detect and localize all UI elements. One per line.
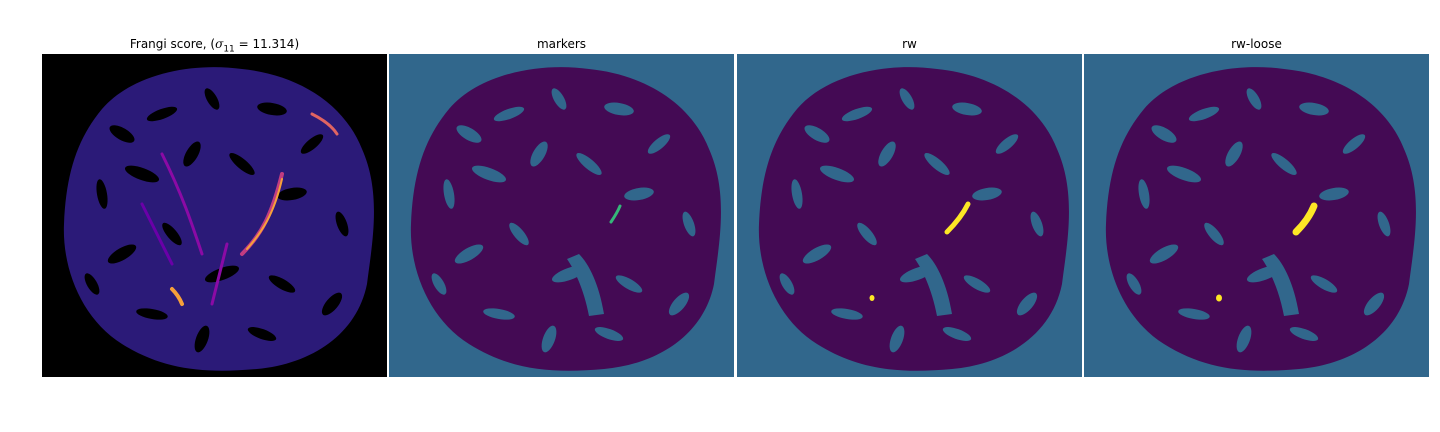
rw-spot-label — [869, 295, 875, 301]
panel-rw-image — [737, 54, 1082, 377]
title-prefix: Frangi score, ( — [129, 37, 216, 51]
panel-title-markers: markers — [536, 37, 587, 51]
rw-loose-spot-label — [1216, 294, 1222, 302]
rw-vessel-label — [944, 201, 971, 235]
rw-loose-image — [1084, 54, 1429, 377]
rw-image — [737, 54, 1082, 377]
title-symbol: σ — [215, 37, 224, 51]
title-subscript: 11 — [223, 44, 235, 55]
markers-image — [389, 54, 734, 377]
panel-frangi-image — [42, 54, 387, 377]
panel-title-rw-loose: rw-loose — [1231, 37, 1282, 51]
panel-title-frangi: Frangi score, (σ11 = 11.314) — [42, 36, 387, 57]
rw-loose-vessel-label — [1292, 202, 1318, 236]
title-suffix: = 11.314) — [234, 37, 300, 51]
frangi-image — [42, 54, 387, 377]
panel-rw-loose-image — [1084, 54, 1429, 377]
panel-markers-image — [389, 54, 734, 377]
panel-title-rw: rw — [902, 37, 917, 51]
marker-seed — [609, 204, 622, 224]
